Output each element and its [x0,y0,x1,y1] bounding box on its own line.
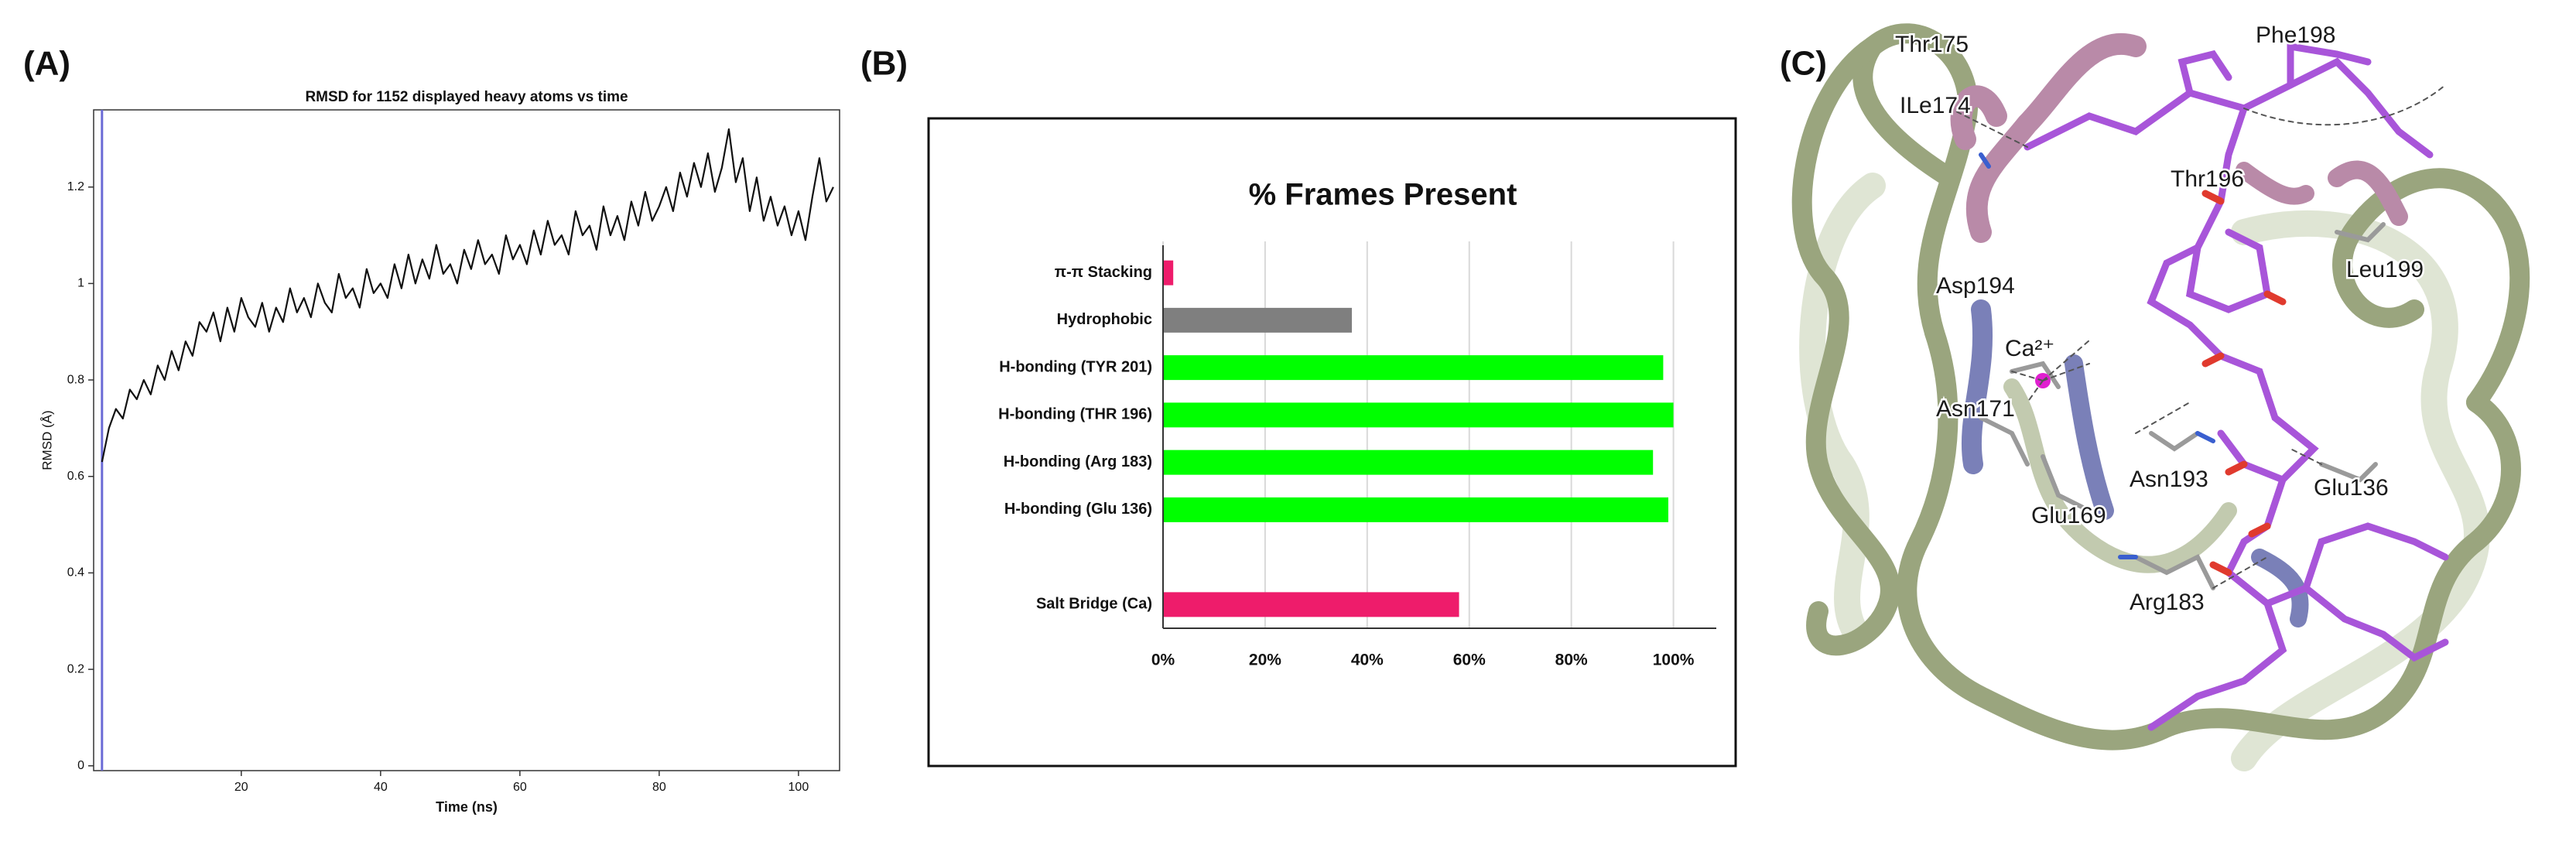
y-tick-label: 1 [77,277,84,290]
bar [1163,307,1353,333]
panel-label: (B) [860,45,908,83]
residue-label: Ca²⁺ [2005,336,2054,361]
x-tick-label: 100% [1653,651,1695,669]
ribbon [1799,173,1886,648]
category-label: Salt Bridge (Ca) [1036,596,1152,613]
residue-label: Glu136 [2314,475,2389,501]
category-label: π-π Stacking [1055,264,1152,281]
residue-label: Thr196 [2171,166,2244,192]
bar [1163,450,1654,475]
y-tick-label: 1.2 [67,180,84,193]
chart-title: RMSD for 1152 displayed heavy atoms vs t… [305,89,628,105]
x-tick-label: 20 [234,781,248,794]
ribbon-loop [1950,85,2007,150]
y-tick-label: 0.6 [67,470,84,483]
rmsd-line [101,128,834,463]
ribbon [2157,392,2521,740]
residue-label: Leu199 [2346,257,2424,282]
x-axis-label: Time (ns) [436,799,498,815]
residue-nitrogens [1979,152,2215,559]
ribbon-strand [2065,354,2114,520]
y-tick-label: 0 [77,759,84,772]
x-tick-label: 40% [1351,651,1384,669]
residue-label: Arg183 [2130,590,2205,615]
residue-label: Asn193 [2130,467,2208,492]
x-tick-label: 80% [1555,651,1588,669]
ribbon-strand [1961,299,1993,474]
x-tick-label: 100 [789,781,809,794]
x-tick-label: 60 [513,781,527,794]
x-tick-label: 80 [652,781,666,794]
ligand-sticks [2024,42,2449,731]
y-tick-label: 0.2 [67,662,84,675]
y-tick-label: 0.8 [67,373,84,386]
ribbon [1791,36,1900,656]
category-label: H-bonding (THR 196) [998,406,1152,423]
ribbon-loop [1965,33,2147,243]
x-tick-label: 60% [1453,651,1486,669]
chart-title: % Frames Present [1249,178,1517,212]
bar [1163,497,1668,522]
bar [1163,592,1459,617]
x-tick-label: 20% [1249,651,1281,669]
y-tick-label: 0.4 [67,566,84,580]
residue-sticks [1979,222,2386,590]
panel-label: (A) [23,45,70,83]
ribbon [1852,23,1979,343]
ribbon [1897,323,2177,751]
residue-label: Glu169 [2031,503,2106,528]
ribbon [2332,168,2530,412]
category-label: H-bonding (TYR 201) [999,358,1152,375]
residue-label: Asp194 [1936,273,2015,299]
ribbon-loop [2328,160,2408,226]
y-axis-label: RMSD (Å) [39,410,54,470]
ligand-oxygens [2201,190,2287,576]
bar [1163,402,1674,428]
category-label: H-bonding (Glu 136) [1004,501,1152,518]
residue-label: Asn171 [1936,396,2015,422]
chart-box [927,117,1737,768]
ribbon [2003,378,2237,573]
ribbon [2231,210,2490,771]
residue-label: Thr175 [1895,32,1969,57]
panel-label: (C) [1780,45,1827,83]
protein-structure [1772,15,2576,843]
ribbon-strand [2251,549,2309,627]
bar [1163,355,1664,381]
x-tick-label: 0% [1151,651,1175,669]
plot-frame [93,109,840,771]
category-label: H-bonding (Arg 183) [1004,453,1152,470]
bar [1163,260,1174,286]
residue-label: ILe174 [1900,93,1971,118]
x-tick-label: 40 [374,781,388,794]
interaction-lines [1949,84,2446,589]
category-label: Hydrophobic [1057,311,1152,328]
ribbon-loop [2236,162,2314,205]
residue-label: Phe198 [2256,22,2335,48]
